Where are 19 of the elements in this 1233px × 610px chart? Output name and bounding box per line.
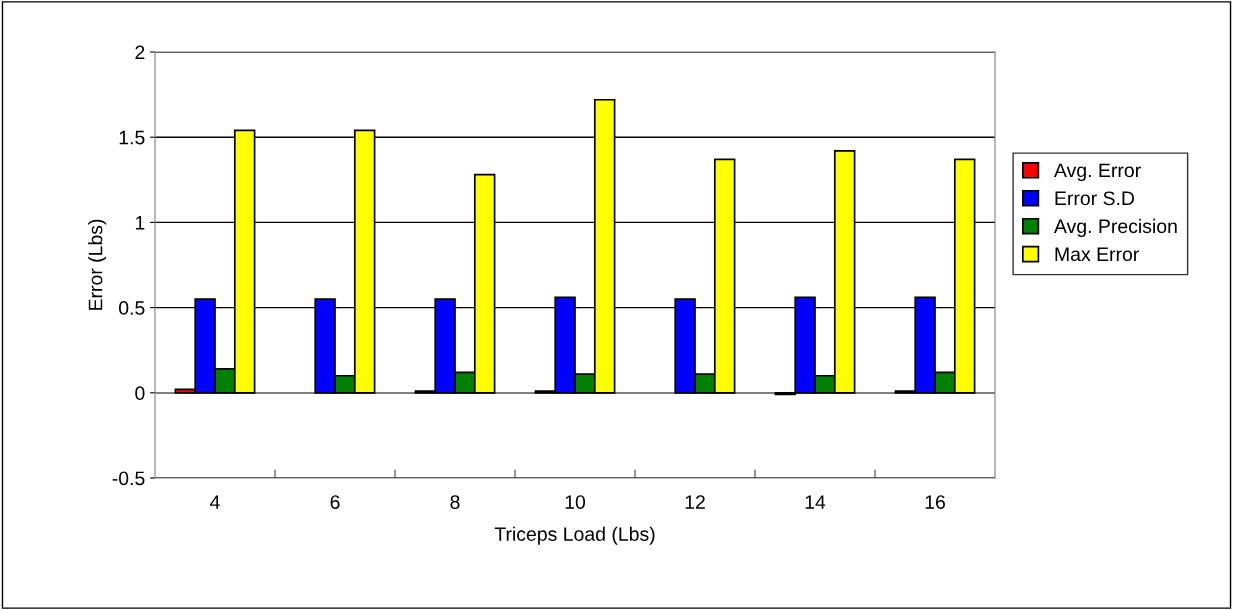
- x-tick-label: 16: [925, 495, 945, 509]
- legend-label: Avg. Precision: [1054, 218, 1177, 237]
- x-tick-label: 14: [805, 495, 826, 509]
- y-tick-label: 1: [135, 216, 145, 230]
- y-tick-label: 0: [135, 386, 145, 401]
- y-tick-label: 1.5: [119, 130, 145, 145]
- x-tick-label: 10: [565, 495, 586, 509]
- legend-label: Avg. Error: [1054, 163, 1141, 182]
- x-tick-label: 12: [685, 495, 705, 509]
- y-tick-label: 2: [135, 45, 145, 60]
- x-axis-title: Triceps Load (Lbs): [494, 526, 655, 545]
- x-tick-label: 6: [330, 495, 340, 509]
- legend-label: Error S.D: [1055, 191, 1135, 206]
- legend-label: Max Error: [1055, 247, 1139, 262]
- x-tick-label: 4: [210, 495, 220, 509]
- x-tick-label: 8: [450, 495, 460, 509]
- y-tick-label: -0.5: [112, 471, 145, 486]
- y-tick-label: 0.5: [119, 301, 145, 315]
- y-axis-title: Error (Lbs): [88, 219, 107, 310]
